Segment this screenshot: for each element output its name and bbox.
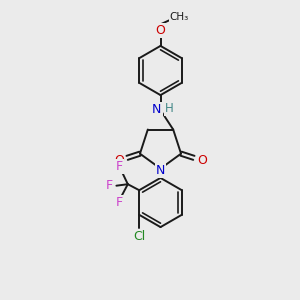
- Text: CH₃: CH₃: [169, 12, 189, 22]
- Text: F: F: [116, 196, 123, 209]
- Text: O: O: [114, 154, 124, 167]
- Text: Cl: Cl: [133, 230, 145, 243]
- Text: H: H: [165, 102, 174, 115]
- Text: F: F: [106, 179, 113, 192]
- Text: N: N: [152, 103, 162, 116]
- Text: F: F: [116, 160, 123, 173]
- Text: N: N: [156, 164, 165, 177]
- Text: O: O: [156, 24, 165, 37]
- Text: O: O: [197, 154, 207, 167]
